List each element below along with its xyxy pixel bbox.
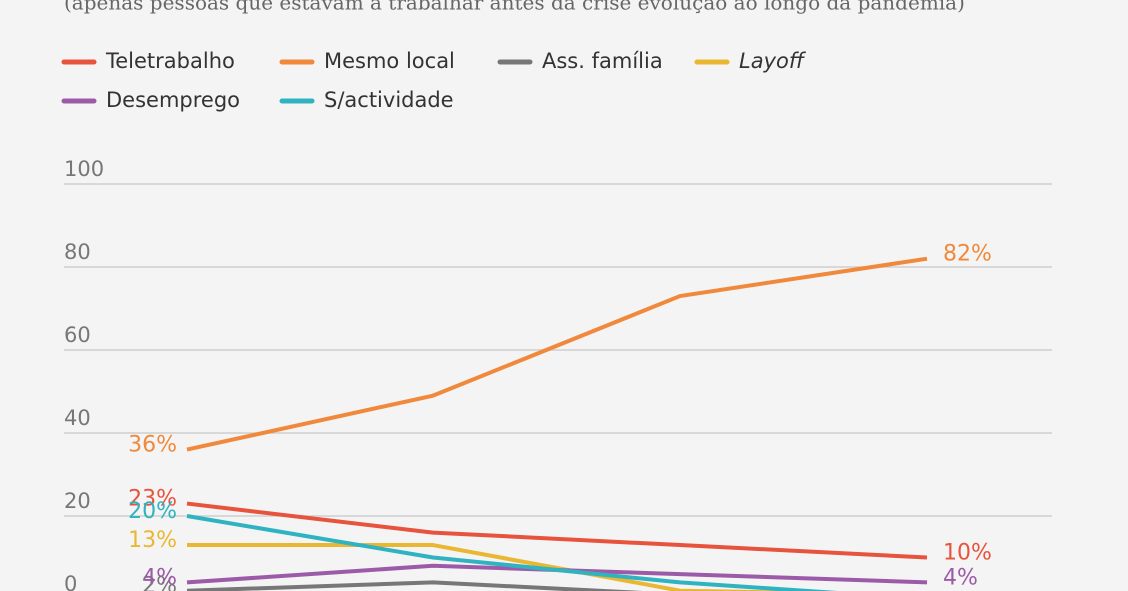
value-label: 36%: [128, 433, 177, 458]
value-label: 82%: [943, 242, 992, 267]
series-line: [187, 543, 817, 591]
legend-label: S/actividade: [324, 88, 454, 112]
legend-label: Mesmo local: [324, 49, 455, 73]
value-label: 13%: [128, 528, 177, 553]
chart-subtitle: (apenas pessoas que estavam a trabalhar …: [64, 0, 965, 15]
series-line: [186, 256, 928, 452]
y-tick-label: 0: [64, 572, 77, 591]
value-label: 2%: [142, 574, 177, 591]
legend-label: Layoff: [739, 49, 807, 73]
value-label: 4%: [943, 565, 978, 590]
y-tick-label: 60: [64, 323, 91, 347]
value-label: 4%: [142, 565, 177, 590]
value-label: 20%: [128, 499, 177, 524]
series-line: [186, 580, 644, 591]
y-tick-label: 20: [64, 489, 91, 513]
y-tick-label: 100: [64, 157, 104, 181]
y-tick-label: 40: [64, 406, 91, 430]
value-label: 23%: [128, 487, 177, 512]
legend-label: Desemprego: [106, 88, 240, 112]
y-tick-label: 80: [64, 240, 91, 264]
value-label: 10%: [943, 541, 992, 566]
legend-label: Ass. família: [542, 49, 663, 73]
legend-label: Teletrabalho: [105, 49, 235, 73]
series-line: [186, 501, 928, 560]
